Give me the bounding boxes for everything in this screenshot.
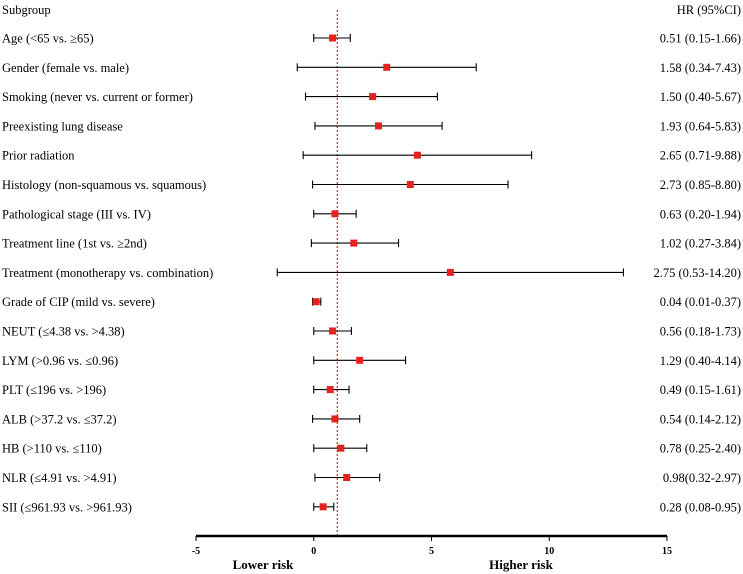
row-hr-text: 1.93 (0.64-5.83) <box>660 119 741 133</box>
hr-point-marker <box>326 386 334 394</box>
forest-row: HB (>110 vs. ≤110) 0.78 (0.25-2.40) <box>2 442 741 456</box>
row-label: Pathological stage (III vs. IV) <box>2 207 151 221</box>
x-tick-label: 0 <box>311 546 316 557</box>
x-tick-label: 15 <box>662 546 672 557</box>
hr-point-marker <box>329 34 337 42</box>
hr-point-marker <box>329 327 337 335</box>
forest-row: Preexisting lung disease 1.93 (0.64-5.83) <box>2 119 741 133</box>
hr-point-marker <box>446 268 454 276</box>
hr-header: HR (95%CI) <box>677 3 741 17</box>
hr-point-marker <box>350 239 358 247</box>
row-label: Prior radiation <box>2 149 75 163</box>
forest-row: Grade of CIP (mild vs. severe) 0.04 (0.01… <box>2 295 741 309</box>
hr-point-marker <box>369 93 377 101</box>
hr-point-marker <box>406 181 414 188</box>
row-label: Treatment line (1st vs. ≥2nd) <box>2 237 147 251</box>
forest-row: Age (<65 vs. ≥65) 0.51 (0.15-1.66) <box>2 32 741 46</box>
forest-row: Gender (female vs. male) 1.58 (0.34-7.43) <box>2 61 741 75</box>
row-hr-text: 2.73 (0.85-8.80) <box>660 178 741 192</box>
row-label: Age (<65 vs. ≥65) <box>2 32 94 46</box>
row-label: Grade of CIP (mild vs. severe) <box>2 295 155 309</box>
x-tick-label: 5 <box>429 546 434 557</box>
row-hr-text: 0.63 (0.20-1.94) <box>660 207 741 221</box>
forest-row: Histology (non-squamous vs. squamous) 2.7… <box>2 178 741 192</box>
hr-point-marker <box>343 474 351 481</box>
row-hr-text: 0.98(0.32-2.97) <box>663 471 741 485</box>
forest-row: Treatment (monotherapy vs. combination) 2… <box>2 266 741 280</box>
row-label: SII (≤961.93 vs. >961.93) <box>2 500 132 514</box>
forest-row: Smoking (never vs. current or former) 1.5… <box>2 90 741 104</box>
forest-row: LYM (>0.96 vs. ≤0.96) 1.29 (0.40-4.14) <box>2 354 741 368</box>
row-hr-text: 0.04 (0.01-0.37) <box>660 295 741 309</box>
x-axis-ticks: -5 0 5 10 15 <box>192 536 672 557</box>
forest-row: ALB (>37.2 vs. ≤37.2) 0.54 (0.14-2.12) <box>2 412 741 426</box>
hr-point-marker <box>375 122 383 130</box>
forest-row: PLT (≤196 vs. >196) 0.49 (0.15-1.61) <box>2 383 741 397</box>
hr-point-marker <box>312 298 320 306</box>
row-hr-text: 2.75 (0.53-14.20) <box>654 266 742 280</box>
row-hr-text: 2.65 (0.71-9.88) <box>660 149 741 163</box>
row-hr-text: 0.54 (0.14-2.12) <box>660 412 741 426</box>
row-label: ALB (>37.2 vs. ≤37.2) <box>2 412 117 426</box>
rows-group: Age (<65 vs. ≥65) 0.51 (0.15-1.66) Gender … <box>2 32 741 515</box>
row-hr-text: 0.49 (0.15-1.61) <box>660 383 741 397</box>
row-label: HB (>110 vs. ≤110) <box>2 442 102 456</box>
hr-point-marker <box>383 63 391 71</box>
x-tick-label: 10 <box>544 546 554 557</box>
row-label: LYM (>0.96 vs. ≤0.96) <box>2 354 118 368</box>
lower-risk-label: Lower risk <box>233 557 295 572</box>
row-label: NLR (≤4.91 vs. >4.91) <box>2 471 117 485</box>
row-hr-text: 0.78 (0.25-2.40) <box>660 442 741 456</box>
row-hr-text: 1.29 (0.40-4.14) <box>660 354 741 368</box>
forest-row: Treatment line (1st vs. ≥2nd) 1.02 (0.27-… <box>2 237 741 251</box>
forest-row: Pathological stage (III vs. IV) 0.63 (0.2… <box>2 207 741 221</box>
forest-row: NLR (≤4.91 vs. >4.91) 0.98(0.32-2.97) <box>2 471 741 485</box>
hr-point-marker <box>413 151 421 159</box>
forest-row: NEUT (≤4.38 vs. >4.38) 0.56 (0.18-1.73) <box>2 325 741 339</box>
hr-point-marker <box>356 356 364 364</box>
row-hr-text: 0.51 (0.15-1.66) <box>660 32 741 46</box>
hr-point-marker <box>331 210 339 218</box>
subgroup-header: Subgroup <box>2 3 51 17</box>
row-label: PLT (≤196 vs. >196) <box>2 383 106 397</box>
row-label: Gender (female vs. male) <box>2 61 129 75</box>
hr-point-marker <box>331 415 339 423</box>
row-hr-text: 0.28 (0.08-0.95) <box>660 500 741 514</box>
row-label: Preexisting lung disease <box>2 119 123 133</box>
forest-row: SII (≤961.93 vs. >961.93) 0.28 (0.08-0.95… <box>2 500 741 514</box>
x-tick-label: -5 <box>192 546 200 557</box>
forest-row: Prior radiation 2.65 (0.71-9.88) <box>2 149 741 163</box>
row-label: Treatment (monotherapy vs. combination) <box>2 266 213 280</box>
row-label: Histology (non-squamous vs. squamous) <box>2 178 206 192</box>
hr-point-marker <box>337 444 345 452</box>
row-label: Smoking (never vs. current or former) <box>2 90 193 104</box>
hr-point-marker <box>319 503 327 511</box>
row-hr-text: 1.58 (0.34-7.43) <box>660 61 741 75</box>
row-hr-text: 1.50 (0.40-5.67) <box>660 90 741 104</box>
row-hr-text: 0.56 (0.18-1.73) <box>660 325 741 339</box>
row-hr-text: 1.02 (0.27-3.84) <box>660 237 741 251</box>
higher-risk-label: Higher risk <box>489 557 553 572</box>
row-label: NEUT (≤4.38 vs. >4.38) <box>2 325 125 339</box>
